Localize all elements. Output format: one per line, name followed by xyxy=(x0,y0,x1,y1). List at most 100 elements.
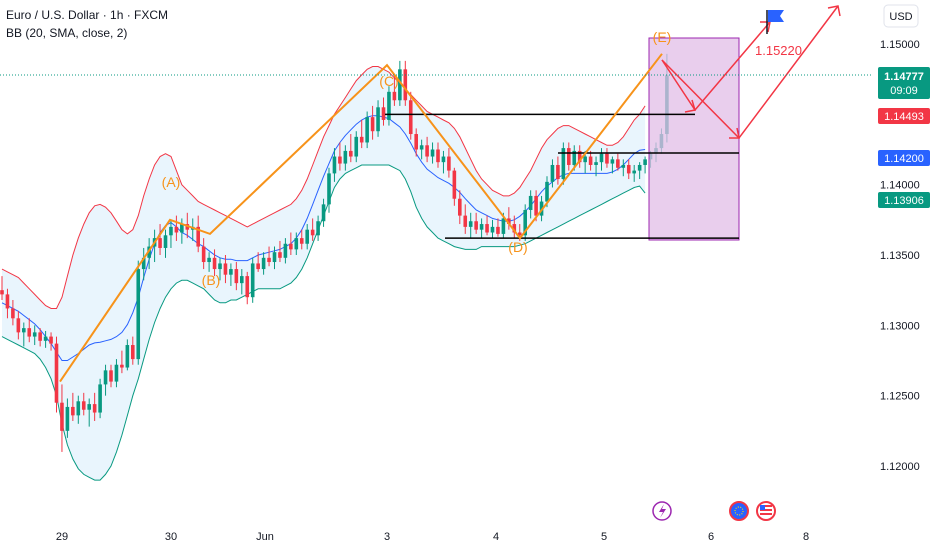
candle xyxy=(305,224,309,250)
us-flag-event-icon[interactable] xyxy=(756,501,776,521)
candle xyxy=(32,325,37,346)
candle xyxy=(616,153,620,171)
currency-button[interactable] xyxy=(883,4,919,28)
candle xyxy=(474,212,478,234)
projection-arrows[interactable]: 1.15220 xyxy=(661,5,841,140)
candle-body xyxy=(321,204,326,222)
candle xyxy=(354,131,359,163)
candle-body xyxy=(136,269,141,360)
indicator-title[interactable]: BB (20, SMA, close, 2) xyxy=(6,26,128,40)
target-flag-icon[interactable] xyxy=(766,10,784,34)
candle-body xyxy=(605,153,609,164)
candle xyxy=(392,74,397,106)
candle xyxy=(103,364,108,396)
time-axis[interactable] xyxy=(0,520,872,550)
candle xyxy=(485,215,489,236)
current-price-badge xyxy=(878,67,930,99)
price-label-green-value: 1.13906 xyxy=(884,195,924,207)
candle-body xyxy=(616,159,620,168)
candle-body xyxy=(599,153,604,163)
candle xyxy=(261,252,266,275)
candle xyxy=(22,322,26,347)
candle xyxy=(207,252,211,272)
candle-body xyxy=(474,221,478,230)
candle xyxy=(250,257,255,303)
lightning-event-icon[interactable] xyxy=(652,501,672,521)
candle xyxy=(16,311,21,340)
candle-body xyxy=(643,159,647,165)
candle xyxy=(332,148,337,182)
candle-body xyxy=(196,226,200,247)
candle xyxy=(136,260,141,365)
candle xyxy=(338,142,342,171)
arrowhead-a1 xyxy=(684,99,696,113)
bb-basis-line xyxy=(1,115,646,361)
candle xyxy=(169,219,173,248)
candle-body xyxy=(158,238,162,248)
candle-body xyxy=(567,148,571,165)
wave-path[interactable] xyxy=(59,53,663,383)
candle-body xyxy=(163,235,168,248)
candle xyxy=(327,167,331,213)
wave-label[interactable]: (C) xyxy=(379,73,398,89)
candle xyxy=(588,150,593,171)
candle xyxy=(419,139,424,160)
candle-body xyxy=(120,364,124,368)
candle-body xyxy=(392,91,397,101)
candle xyxy=(174,215,179,241)
candle-body xyxy=(71,406,75,416)
candle xyxy=(234,262,239,291)
candle xyxy=(556,156,560,185)
price-tick-label: 1.14000 xyxy=(880,180,920,192)
projection-box[interactable] xyxy=(648,37,740,241)
wave-label[interactable]: (D) xyxy=(508,239,527,255)
candle-body xyxy=(621,164,626,168)
wave-label[interactable]: (A) xyxy=(162,174,181,190)
candle-body xyxy=(207,257,211,263)
eu-flag-event-icon[interactable] xyxy=(729,501,749,521)
price-label-blue xyxy=(878,150,930,166)
candle-body xyxy=(338,156,342,164)
candle xyxy=(594,156,598,177)
candle-body xyxy=(92,404,97,413)
symbol-title[interactable]: Euro / U.S. Dollar · 1h · FXCM xyxy=(6,8,169,22)
wave-label[interactable]: (E) xyxy=(653,29,672,45)
candle xyxy=(125,339,130,371)
candle xyxy=(49,332,53,351)
candle-body xyxy=(556,164,560,180)
candle xyxy=(299,229,304,250)
candle-body xyxy=(501,218,506,234)
candle-body xyxy=(507,218,511,225)
candle-body xyxy=(256,263,260,270)
wave-label[interactable]: (B) xyxy=(202,272,221,288)
candle xyxy=(605,148,609,168)
candle-body xyxy=(561,148,566,180)
candle xyxy=(436,142,440,168)
candle xyxy=(376,100,380,137)
horizontal-levels[interactable] xyxy=(385,113,739,239)
candle-body xyxy=(278,252,282,258)
target-price-label[interactable]: 1.15220 xyxy=(755,43,802,58)
candle-body xyxy=(54,343,59,403)
candle xyxy=(294,232,299,255)
candle-body xyxy=(517,232,522,236)
current-price-value: 1.14777 xyxy=(884,71,924,83)
candle-body xyxy=(441,156,446,163)
target-zone-box[interactable] xyxy=(648,37,740,241)
candle xyxy=(621,159,626,177)
candle-body xyxy=(103,370,108,385)
candle-body xyxy=(637,164,642,171)
candle-body xyxy=(436,149,440,163)
candle-body xyxy=(131,345,135,360)
candle xyxy=(278,240,282,263)
candle-body xyxy=(250,263,255,298)
candle-body xyxy=(223,263,228,275)
candle-body xyxy=(468,221,473,227)
elliott-wave[interactable]: (A) (B) (C) (D) (E) xyxy=(59,29,672,383)
candle xyxy=(316,215,320,241)
candle-body xyxy=(38,332,42,341)
candle-body xyxy=(43,336,48,341)
candle-body xyxy=(496,226,500,234)
candle xyxy=(223,255,228,284)
